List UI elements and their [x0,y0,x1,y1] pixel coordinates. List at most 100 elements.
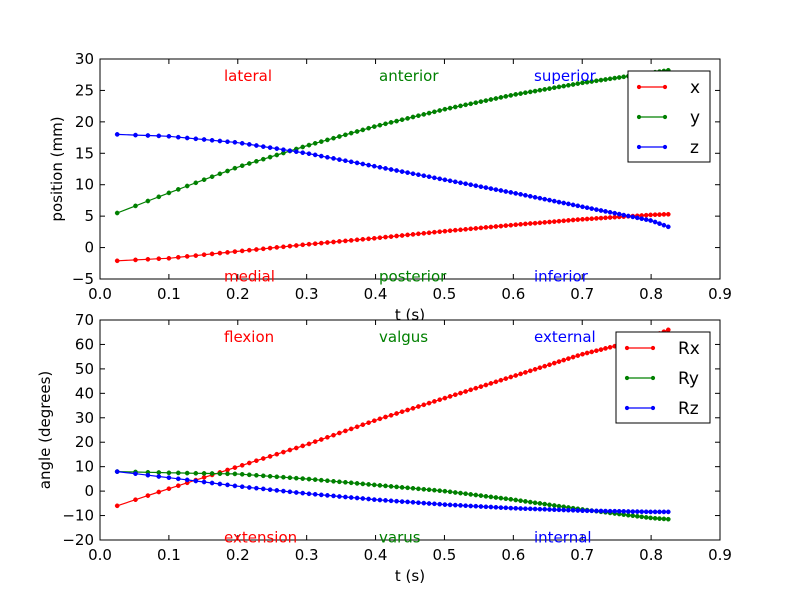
data-point [532,366,538,372]
data-point [394,484,399,490]
data-point [426,230,432,236]
data-point [281,147,286,153]
legend-item-rx: Rx [624,339,700,359]
x-tick-label: 0.6 [501,546,525,564]
data-point [260,144,266,149]
data-point [594,207,599,212]
data-point [452,227,458,233]
data-point [493,379,499,385]
data-point [537,365,543,371]
annotation-superior: superior [534,67,597,85]
data-point [537,220,543,226]
data-point [589,206,595,211]
annotation-valgus: valgus [379,328,428,346]
data-point [523,506,528,512]
x-tick-label: 0.8 [639,546,663,564]
data-point [503,496,509,502]
data-point [331,493,336,499]
data-point [156,470,162,475]
data-point [643,212,649,218]
data-point [281,449,286,455]
data-point [483,185,489,190]
data-point [665,327,671,333]
data-point [630,214,636,220]
data-point [383,234,388,240]
data-point [551,85,557,91]
y-tick-label: 60 [75,335,94,353]
data-point [561,218,567,224]
data-point [463,181,468,187]
data-point [421,230,427,236]
data-point [639,514,645,520]
data-point [570,507,576,513]
data-point [209,480,215,486]
data-point [184,477,190,483]
data-point [337,430,342,436]
data-point [447,178,453,184]
legend-marker [636,144,642,150]
data-point [556,507,562,513]
legend-marker [624,375,630,381]
data-point [437,108,443,113]
data-point [463,102,468,108]
data-point [267,473,273,479]
y-tick-label: 25 [75,81,94,99]
data-point [267,454,273,459]
data-point [300,443,306,449]
data-point [607,344,613,350]
data-point [665,224,671,230]
data-point [503,505,509,511]
data-point [383,121,388,127]
legend-item-x: x [636,78,700,98]
data-point [348,495,354,500]
data-point [652,219,658,225]
data-point [652,212,658,218]
data-point [442,395,448,401]
data-point [193,253,199,258]
series-z [114,132,671,230]
data-point [561,357,567,363]
data-point [287,447,293,453]
data-point [293,475,299,481]
y-tick-label: 5 [84,207,94,225]
data-point [360,422,366,428]
data-point [343,428,348,434]
data-point [551,503,557,508]
data-point [437,229,443,235]
data-point [383,166,388,171]
data-point [239,140,245,146]
data-point [399,233,405,238]
data-point [318,153,324,159]
data-point [607,215,613,220]
data-point [594,78,599,84]
data-point [483,382,489,388]
data-point [513,222,519,228]
data-point [452,392,458,398]
data-point [348,480,354,486]
x-tick-label: 0.4 [364,546,388,564]
data-point [175,470,181,476]
y-tick-label: −10 [62,507,94,525]
data-point [612,508,618,514]
annotation-external: external [534,328,596,346]
data-point [274,146,280,151]
data-point [468,492,474,497]
data-point [232,465,238,470]
data-point [254,247,259,252]
plot-frame [99,58,721,280]
data-point [488,381,494,386]
data-point [133,132,138,138]
data-point [547,86,552,91]
data-point [348,159,354,165]
data-point [468,226,474,232]
data-point [267,245,273,251]
data-point [239,471,245,477]
data-point [246,142,252,147]
data-point [114,210,120,216]
data-point [371,235,377,241]
data-point [300,144,306,150]
data-point [547,197,552,203]
data-point [377,416,383,422]
data-point [246,247,252,253]
data-point [527,506,533,512]
